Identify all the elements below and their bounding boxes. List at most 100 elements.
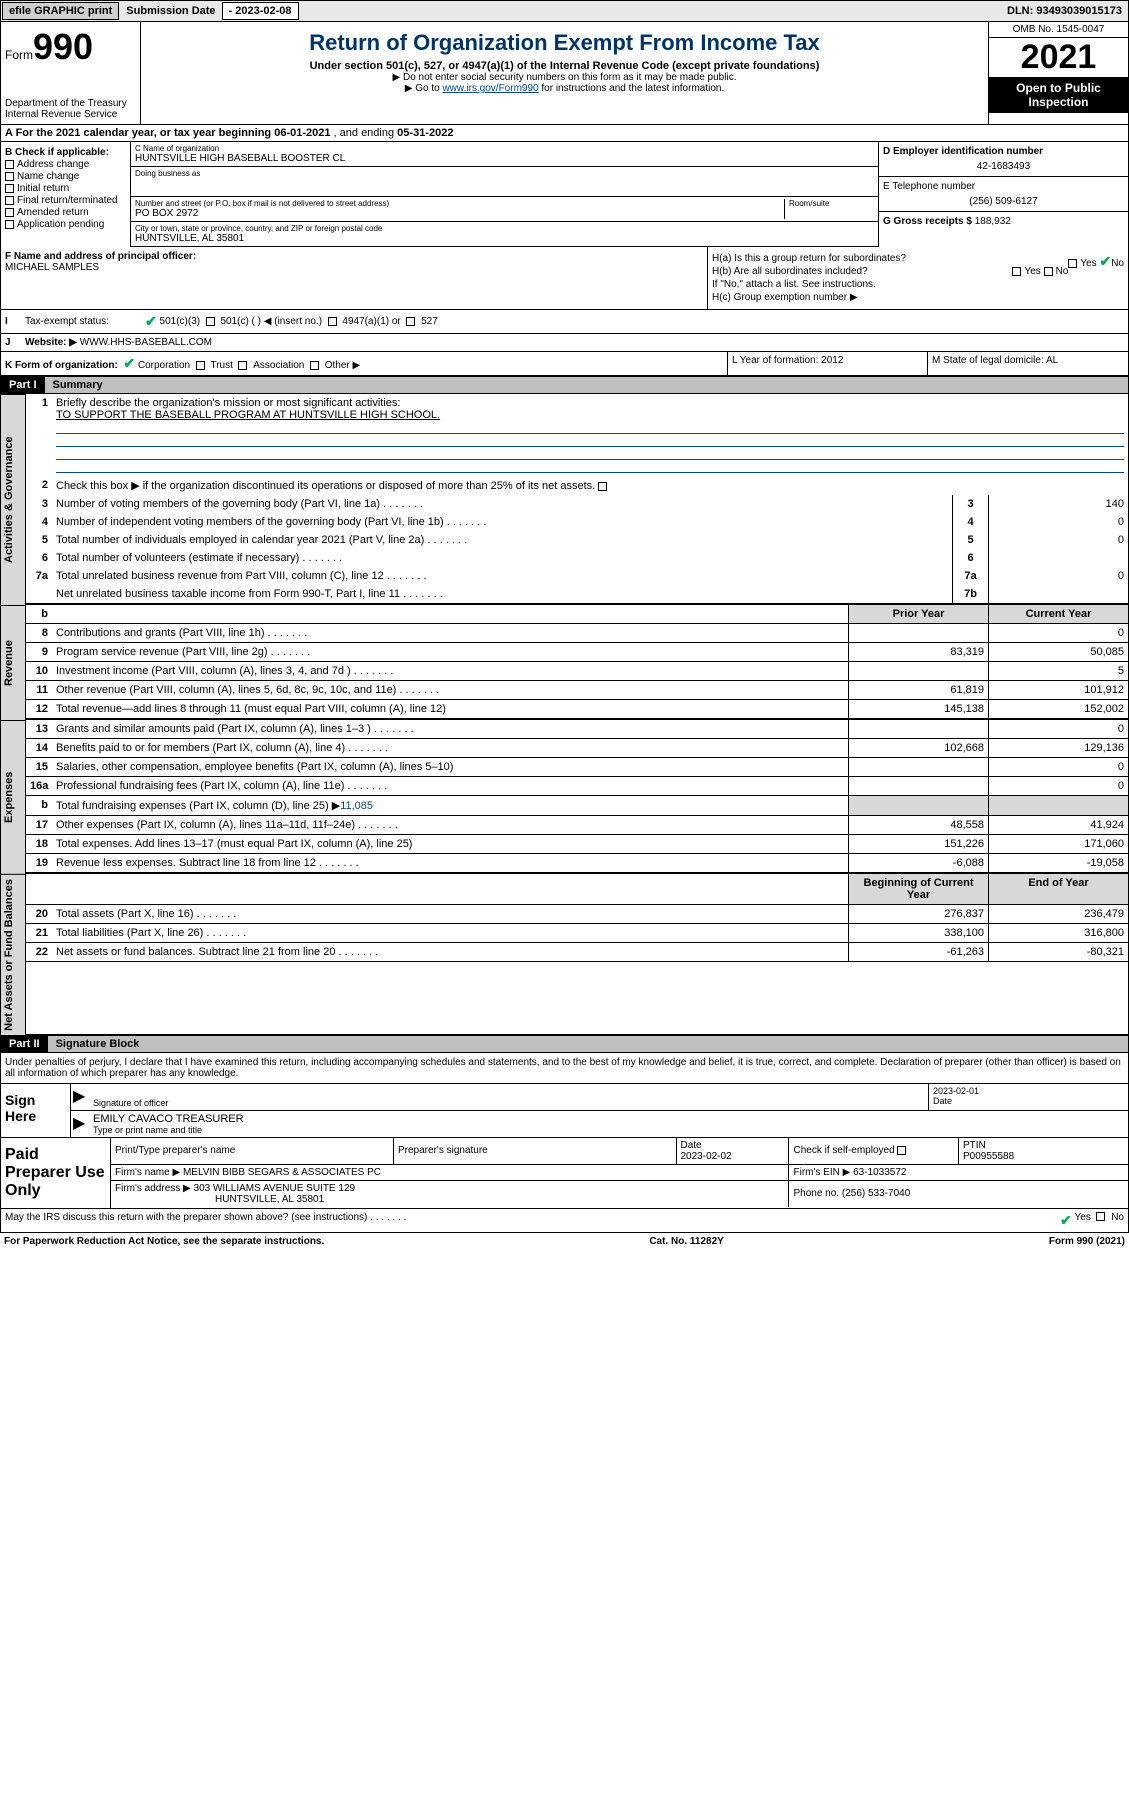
line15-curr: 0	[988, 758, 1128, 776]
ha-no: No	[1111, 258, 1124, 269]
col-d: D Employer identification number 42-1683…	[878, 142, 1128, 247]
line16b-pre: Total fundraising expenses (Part IX, col…	[56, 800, 340, 812]
hb-yes-checkbox[interactable]	[1012, 267, 1021, 276]
checkmark-icon	[1099, 258, 1111, 269]
line11-text: Other revenue (Part VIII, column (A), li…	[52, 681, 848, 699]
firm-name-value: MELVIN BIBB SEGARS & ASSOCIATES PC	[183, 1167, 381, 1178]
pp-date-value: 2023-02-02	[681, 1151, 732, 1162]
checkbox-application-pending[interactable]	[5, 220, 14, 229]
footer-left: For Paperwork Reduction Act Notice, see …	[4, 1236, 324, 1247]
checkbox-line2[interactable]	[598, 482, 607, 491]
row-l: L Year of formation: 2012	[728, 352, 928, 375]
opt-address-change: Address change	[17, 159, 89, 170]
hc-line: H(c) Group exemption number ▶	[712, 292, 1124, 303]
officer-label: F Name and address of principal officer:	[5, 251, 196, 262]
hb-label: H(b) Are all subordinates included?	[712, 266, 868, 277]
checkbox-address-change[interactable]	[5, 160, 14, 169]
row-i: I Tax-exempt status: 501(c)(3) 501(c) ( …	[0, 310, 1129, 334]
hb-line: H(b) Are all subordinates included? Yes …	[712, 266, 1124, 277]
row-k: K Form of organization: Corporation Trus…	[1, 352, 728, 375]
irs-link[interactable]: www.irs.gov/Form990	[442, 83, 538, 94]
line16a-text: Professional fundraising fees (Part IX, …	[52, 777, 848, 795]
checkbox-4947[interactable]	[328, 317, 337, 326]
checkbox-assoc[interactable]	[238, 361, 247, 370]
firm-addr-label: Firm's address ▶	[115, 1183, 191, 1194]
note2-post: for instructions and the latest informat…	[539, 83, 725, 94]
pp-name-label: Print/Type preparer's name	[115, 1145, 389, 1156]
sign-here-block: Sign Here ▶ Signature of officer 2023-02…	[0, 1084, 1129, 1138]
ein-label: D Employer identification number	[883, 146, 1043, 157]
form-note2: ▶ Go to www.irs.gov/Form990 for instruct…	[145, 83, 984, 94]
checkbox-self-employed[interactable]	[897, 1146, 906, 1155]
line13-prior	[848, 720, 988, 738]
line16a-prior	[848, 777, 988, 795]
line2-content: Check this box ▶ if the organization dis…	[56, 480, 595, 492]
h-section: H(a) Is this a group return for subordin…	[708, 247, 1128, 309]
line11-prior: 61,819	[848, 681, 988, 699]
org-name: HUNTSVILLE HIGH BASEBALL BOOSTER CL	[135, 153, 874, 164]
arrow-icon: ▶	[71, 1111, 89, 1137]
dba-row: Doing business as	[131, 167, 878, 197]
line7a-text: Total unrelated business revenue from Pa…	[52, 567, 952, 585]
checkbox-initial-return[interactable]	[5, 184, 14, 193]
top-bar: efile GRAPHIC print Submission Date - 20…	[0, 0, 1129, 22]
line6-text: Total number of volunteers (estimate if …	[52, 549, 952, 567]
opt-527: 527	[421, 316, 438, 327]
line19-curr: -19,058	[988, 854, 1128, 872]
line16b-val: 11,085	[340, 800, 373, 812]
submission-date-label: Submission Date	[120, 3, 221, 19]
city-label: City or town, state or province, country…	[135, 224, 874, 233]
opt-initial-return: Initial return	[17, 183, 69, 194]
checkbox-amended-return[interactable]	[5, 208, 14, 217]
ha-yes-checkbox[interactable]	[1068, 259, 1077, 268]
efile-print-button[interactable]: efile GRAPHIC print	[2, 2, 119, 20]
line4-value: 0	[988, 513, 1128, 531]
row-a-mid: , and ending	[334, 127, 398, 139]
checkbox-final-return[interactable]	[5, 196, 14, 205]
checkbox-trust[interactable]	[196, 361, 205, 370]
form-note1: ▶ Do not enter social security numbers o…	[145, 72, 984, 83]
row-j: J Website: ▶ WWW.HHS-BASEBALL.COM	[0, 334, 1129, 352]
checkbox-irs-no[interactable]	[1096, 1212, 1105, 1221]
line12-curr: 152,002	[988, 700, 1128, 718]
ha-line: H(a) Is this a group return for subordin…	[712, 253, 1124, 264]
ein-row: D Employer identification number 42-1683…	[879, 142, 1128, 177]
form-title: Return of Organization Exempt From Incom…	[145, 30, 984, 56]
irs-discuss-row: May the IRS discuss this return with the…	[0, 1209, 1129, 1233]
checkbox-527[interactable]	[406, 317, 415, 326]
line16a-curr: 0	[988, 777, 1128, 795]
line21-curr: 316,800	[988, 924, 1128, 942]
line12-text: Total revenue—add lines 8 through 11 (mu…	[52, 700, 848, 718]
dln-value: DLN: 93493039015173	[1001, 3, 1128, 19]
checkbox-other[interactable]	[310, 361, 319, 370]
pp-date-label: Date	[681, 1140, 702, 1151]
part1-number: Part I	[1, 377, 45, 393]
pp-check-label: Check if self-employed	[793, 1145, 894, 1156]
ptin-value: P00955588	[963, 1151, 1014, 1162]
line7b-value	[988, 585, 1128, 603]
firm-ein-label: Firm's EIN ▶	[793, 1167, 850, 1178]
hb-no-checkbox[interactable]	[1044, 267, 1053, 276]
line14-prior: 102,668	[848, 739, 988, 757]
checkmark-icon	[123, 360, 135, 371]
part2-title: Signature Block	[48, 1036, 1128, 1052]
checkbox-501c[interactable]	[206, 317, 215, 326]
opt-amended-return: Amended return	[17, 207, 89, 218]
line10-curr: 5	[988, 662, 1128, 680]
sig-officer-label: Signature of officer	[93, 1098, 924, 1108]
line18-curr: 171,060	[988, 835, 1128, 853]
line5-value: 0	[988, 531, 1128, 549]
form-num: 990	[33, 26, 93, 67]
pp-sig-label: Preparer's signature	[398, 1145, 672, 1156]
line5-text: Total number of individuals employed in …	[52, 531, 952, 549]
checkbox-name-change[interactable]	[5, 172, 14, 181]
tel-row: E Telephone number (256) 509-6127	[879, 177, 1128, 212]
opt-other: Other ▶	[325, 360, 360, 371]
org-name-row: C Name of organization HUNTSVILLE HIGH B…	[131, 142, 878, 167]
hb-no: No	[1056, 266, 1069, 277]
form-word: Form	[5, 48, 33, 62]
form-subtitle: Under section 501(c), 527, or 4947(a)(1)…	[145, 60, 984, 72]
side-net-assets: Net Assets or Fund Balances	[0, 874, 26, 1035]
city-row: City or town, state or province, country…	[131, 222, 878, 247]
ha-yes: Yes	[1080, 258, 1096, 269]
